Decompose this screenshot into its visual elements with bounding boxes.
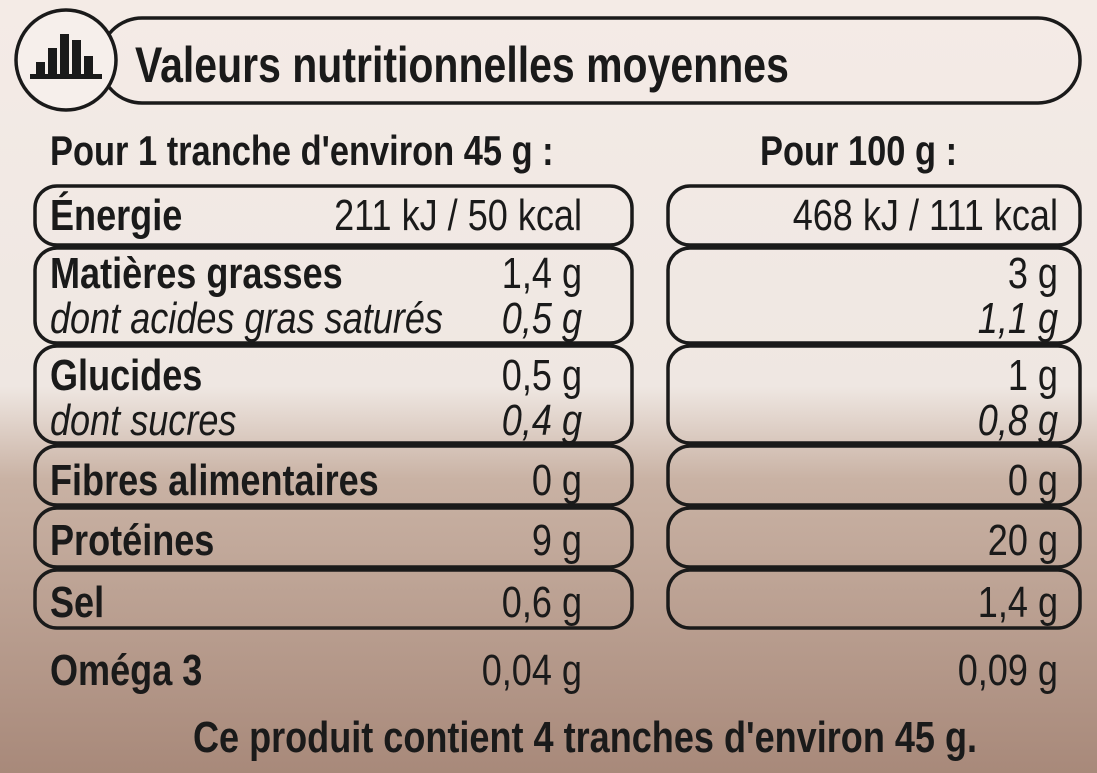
bar-icon xyxy=(30,34,102,79)
row-value: 0 g xyxy=(1008,456,1058,505)
row-box xyxy=(33,184,634,247)
row-value: 3 g xyxy=(1008,249,1058,298)
row-value: 0,6 g xyxy=(502,578,582,627)
row-box xyxy=(33,246,634,345)
sub-value: 0,8 g xyxy=(978,396,1059,445)
sub-value: 0,5 g xyxy=(502,294,583,343)
row-value: 1,4 g xyxy=(978,578,1058,627)
row-box xyxy=(33,344,634,445)
row-value: 0,5 g xyxy=(502,351,582,400)
row-box xyxy=(666,344,1082,445)
row-label: Sel xyxy=(50,578,104,627)
sub-label: dont sucres xyxy=(50,396,236,445)
sub-label: dont acides gras saturés xyxy=(50,294,443,343)
row-label: Matières grasses xyxy=(50,249,343,298)
sub-value: 0,4 g xyxy=(502,396,583,445)
row-box xyxy=(666,184,1082,247)
row-value: 211 kJ / 50 kcal xyxy=(334,191,582,240)
row-label: Protéines xyxy=(50,516,214,565)
row-value: 20 g xyxy=(988,516,1058,565)
row-label: Glucides xyxy=(50,351,202,400)
column-header: Pour 100 g : xyxy=(760,128,957,175)
row-box xyxy=(666,246,1082,345)
row-value: 0,09 g xyxy=(958,646,1058,695)
row-value: 1 g xyxy=(1008,351,1058,400)
row-value: 9 g xyxy=(532,516,582,565)
column-header: Pour 1 tranche d'environ 45 g : xyxy=(50,128,554,175)
row-label: Fibres alimentaires xyxy=(50,456,379,505)
row-box xyxy=(666,568,1082,630)
row-value: 468 kJ / 111 kcal xyxy=(793,191,1058,240)
footer: Ce produit contient 4 tranches d'environ… xyxy=(193,713,977,762)
row-value: 1,4 g xyxy=(502,249,582,298)
row-box xyxy=(33,506,634,569)
sub-value: 1,1 g xyxy=(978,294,1059,343)
row-box xyxy=(33,444,634,507)
row-box xyxy=(33,568,634,630)
row-label: Oméga 3 xyxy=(50,646,202,695)
row-box xyxy=(666,444,1082,507)
row-label: Énergie xyxy=(50,191,182,240)
row-value: 0,04 g xyxy=(482,646,582,695)
row-value: 0 g xyxy=(532,456,582,505)
title: Valeurs nutritionnelles moyennes xyxy=(135,37,789,93)
row-box xyxy=(666,506,1082,569)
